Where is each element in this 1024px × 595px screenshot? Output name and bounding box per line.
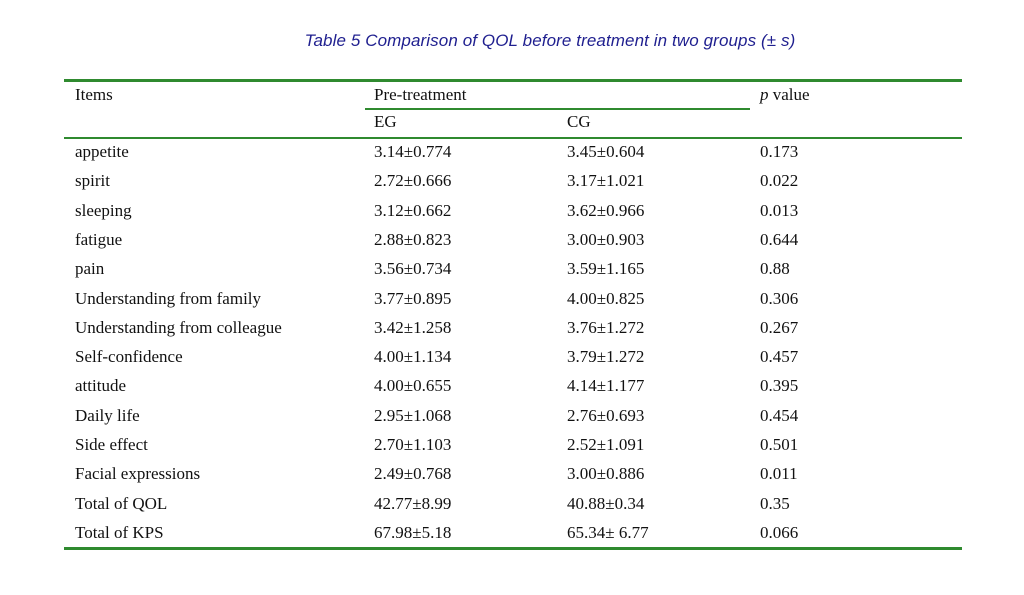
- row-cg-value: 40.88±0.34: [567, 493, 645, 513]
- row-p-value: 0.35: [760, 493, 790, 513]
- row-item: fatigue: [75, 229, 123, 249]
- table-row: pain 3.56±0.734 3.59±1.165 0.88: [0, 259, 1024, 288]
- row-p-value: 0.457: [760, 347, 799, 367]
- row-cg-value: 3.62±0.966: [567, 200, 645, 220]
- row-eg-value: 4.00±1.134: [374, 347, 452, 367]
- row-cg-value: 3.45±0.604: [567, 142, 645, 161]
- row-item: Side effect: [75, 435, 148, 454]
- row-eg-value: 3.14±0.774: [374, 142, 452, 161]
- row-cg-value: 2.52±1.091: [567, 435, 645, 454]
- row-item: Total of QOL: [75, 493, 168, 513]
- table-row: Facial expressions 2.49±0.768 3.00±0.886 0.…: [0, 464, 1024, 493]
- header-eg: EG: [374, 112, 397, 131]
- row-cg-value: 3.00±0.886: [567, 464, 645, 484]
- row-eg-value: 2.49±0.768: [374, 464, 452, 484]
- row-cg-value: 4.00±0.825: [567, 288, 645, 308]
- row-p-value: 0.022: [760, 171, 799, 191]
- row-eg-value: 2.72±0.666: [374, 171, 452, 191]
- row-cg-value: 3.59±1.165: [567, 259, 645, 279]
- row-eg-value: 2.95±1.068: [374, 405, 452, 425]
- row-p-value: 0.306: [760, 288, 799, 308]
- header-rule: [64, 137, 962, 139]
- row-eg-value: 3.56±0.734: [374, 259, 452, 279]
- row-item: Daily life: [75, 405, 140, 425]
- table-row: appetite 3.14±0.774 3.45±0.604 0.173: [0, 142, 1024, 171]
- row-cg-value: 2.76±0.693: [567, 405, 645, 425]
- header-pre-treatment: Pre-treatment: [374, 85, 467, 104]
- row-eg-value: 3.12±0.662: [374, 200, 452, 220]
- row-cg-value: 65.34± 6.77: [567, 522, 649, 542]
- row-cg-value: 3.79±1.272: [567, 347, 645, 367]
- header-items: Items: [75, 85, 113, 104]
- table-caption: Table 5 Comparison of QOL before treatme…: [304, 31, 796, 50]
- table-row: attitude 4.00±0.655 4.14±1.177 0.395: [0, 376, 1024, 405]
- table-row: sleeping 3.12±0.662 3.62±0.966 0.013: [0, 201, 1024, 230]
- top-rule: [64, 79, 962, 82]
- table-row: Total of QOL 42.77±8.99 40.88±0.34 0.35: [0, 494, 1024, 523]
- row-eg-value: 67.98±5.18: [374, 522, 452, 542]
- header-p-value: p value: [760, 85, 810, 105]
- table-row: Daily life 2.95±1.068 2.76±0.693 0.454: [0, 406, 1024, 435]
- table-row: Side effect 2.70±1.103 2.52±1.091 0.501: [0, 435, 1024, 464]
- row-item: attitude: [75, 376, 126, 396]
- row-eg-value: 3.77±0.895: [374, 288, 452, 308]
- row-p-value: 0.88: [760, 259, 790, 279]
- row-eg-value: 2.70±1.103: [374, 435, 452, 454]
- row-p-value: 0.066: [760, 522, 799, 542]
- row-item: sleeping: [75, 200, 132, 220]
- row-p-value: 0.267: [760, 317, 799, 337]
- row-cg-value: 3.17±1.021: [567, 171, 645, 191]
- table-row: Understanding from colleague 3.42±1.258 3.…: [0, 318, 1024, 347]
- row-item: Total of KPS: [75, 522, 164, 542]
- row-item: Facial expressions: [75, 464, 201, 484]
- table-row: spirit 2.72±0.666 3.17±1.021 0.022: [0, 171, 1024, 200]
- row-item: Self-confidence: [75, 347, 183, 367]
- header-cg: CG: [567, 112, 591, 131]
- header-p-rest: value: [768, 85, 810, 104]
- pre-treatment-underline: [365, 108, 750, 110]
- row-eg-value: 4.00±0.655: [374, 376, 452, 396]
- row-p-value: 0.501: [760, 435, 799, 454]
- row-p-value: 0.013: [760, 200, 799, 220]
- row-cg-value: 3.00±0.903: [567, 229, 645, 249]
- bottom-rule: [64, 547, 962, 550]
- row-item: pain: [75, 259, 105, 279]
- row-item: Understanding from colleague: [75, 317, 282, 337]
- table-row: Total of KPS 67.98±5.18 65.34± 6.77 0.066: [0, 523, 1024, 552]
- row-cg-value: 3.76±1.272: [567, 317, 645, 337]
- row-p-value: 0.454: [760, 405, 799, 425]
- row-item: appetite: [75, 142, 129, 161]
- table-row: Self-confidence 4.00±1.134 3.79±1.272 0.457: [0, 347, 1024, 376]
- row-eg-value: 42.77±8.99: [374, 493, 452, 513]
- table-row: fatigue 2.88±0.823 3.00±0.903 0.644: [0, 230, 1024, 259]
- table-row: Understanding from family 3.77±0.895 4.00±…: [0, 289, 1024, 318]
- row-item: spirit: [75, 171, 110, 191]
- row-eg-value: 2.88±0.823: [374, 229, 452, 249]
- row-p-value: 0.644: [760, 229, 799, 249]
- row-cg-value: 4.14±1.177: [567, 376, 645, 396]
- row-p-value: 0.011: [760, 464, 798, 484]
- header-p-letter: p: [760, 85, 769, 104]
- row-item: Understanding from family: [75, 288, 262, 308]
- row-p-value: 0.173: [760, 142, 799, 161]
- row-p-value: 0.395: [760, 376, 799, 396]
- row-eg-value: 3.42±1.258: [374, 317, 452, 337]
